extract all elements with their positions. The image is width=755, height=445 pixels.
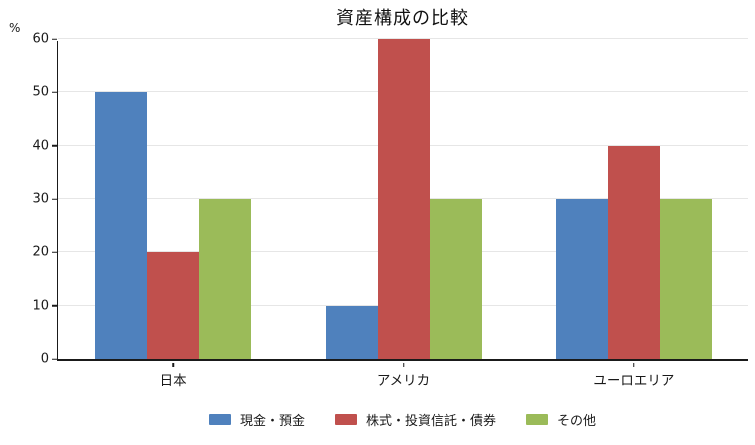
plot-area: 0 10 20 30 40 50 60 日本 アメリカ ユーロエリア [32,33,748,389]
category-label-0: 日本 [159,373,187,389]
bar-series0-cat1 [325,305,378,359]
bar-series1-cat1 [377,39,430,359]
bar-series1-cat2 [607,145,660,359]
y-tick-mark-20 [52,251,57,254]
category-label-1: アメリカ [376,373,431,389]
y-tick-mark-60 [52,38,57,40]
bar-series0-cat0 [95,92,148,359]
gridline-60 [58,38,748,39]
y-tick-label-60: 60 [32,31,49,47]
y-tick-label-20: 20 [32,244,49,260]
y-tick-mark-30 [52,198,57,200]
bar-series2-cat1 [429,199,482,359]
bar-series2-cat0 [199,199,252,359]
legend-swatch-0 [208,414,231,425]
x-tick-mark-2 [633,362,635,367]
legend-swatch-1 [334,414,357,425]
y-tick-mark-10 [52,304,57,307]
legend-label-0: 現金・預金 [239,414,305,429]
bar-series0-cat2 [555,199,608,359]
legend: 現金・預金 株式・投資信託・債券 その他 [57,410,748,429]
y-tick-mark-0 [52,358,57,360]
y-tick-mark-50 [52,91,57,94]
bar-series2-cat2 [659,199,712,359]
y-tick-label-30: 30 [32,191,49,207]
x-tick-mark-0 [172,362,174,367]
bar-series1-cat0 [147,252,200,359]
y-tick-label-40: 40 [32,138,49,154]
legend-swatch-2 [526,414,548,425]
legend-label-1: 株式・投資信託・債券 [365,414,496,429]
y-tick-label-10: 10 [32,298,49,314]
y-tick-label-50: 50 [32,84,49,100]
chart-title: 資産構成の比較 [336,8,469,29]
x-tick-mark-1 [402,362,405,367]
legend-item-1: 株式・投資信託・債券 [334,410,496,429]
y-tick-mark-40 [52,144,57,147]
legend-item-2: その他 [526,410,596,429]
y-tick-label-0: 0 [40,351,49,367]
legend-label-2: その他 [557,414,597,429]
legend-item-0: 現金・預金 [208,410,305,429]
category-label-2: ユーロエリア [593,373,675,389]
y-axis-unit-label: % [9,21,21,35]
